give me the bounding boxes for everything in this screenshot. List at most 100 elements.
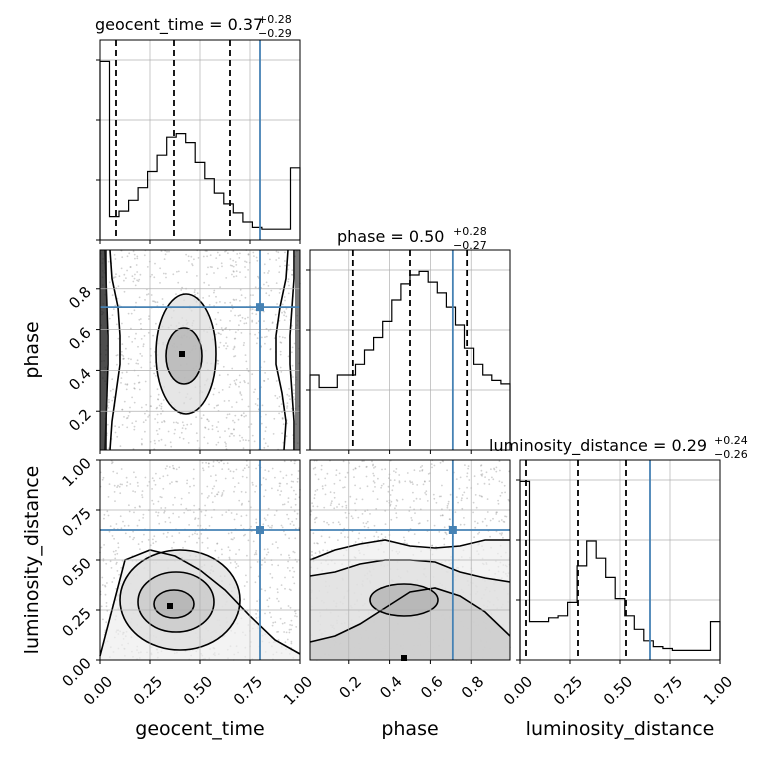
scatter-point [263, 320, 265, 322]
scatter-point [288, 395, 290, 397]
scatter-point [375, 531, 378, 533]
scatter-point [116, 435, 119, 438]
scatter-point [247, 500, 250, 503]
scatter-point [132, 280, 135, 283]
scatter-point [231, 538, 234, 541]
scatter-point [489, 519, 492, 522]
scatter-point [106, 510, 109, 513]
scatter-point [246, 581, 248, 583]
scatter-point [152, 300, 154, 303]
scatter-point [135, 332, 137, 335]
scatter-point [219, 341, 222, 344]
scatter-point [128, 411, 131, 414]
scatter-point [141, 540, 144, 543]
scatter-point [255, 518, 258, 521]
scatter-point [235, 468, 238, 471]
scatter-point [140, 442, 143, 445]
title-geocent-time-lower: −0.29 [258, 27, 292, 40]
scatter-point [204, 426, 207, 429]
scatter-point [268, 294, 271, 297]
scatter-point [290, 628, 292, 631]
scatter-point [226, 345, 229, 347]
scatter-point [409, 480, 411, 482]
scatter-point [373, 474, 375, 477]
scatter-point [225, 327, 228, 329]
scatter-point [136, 255, 139, 258]
scatter-point [153, 276, 156, 279]
scatter-point [447, 500, 450, 503]
scatter-point [151, 499, 154, 502]
scatter-point [288, 554, 290, 557]
scatter-point [361, 513, 364, 515]
scatter-point [500, 519, 503, 521]
scatter-point [108, 398, 110, 401]
scatter-point [131, 396, 134, 399]
scatter-point [136, 257, 139, 260]
scatter-point [267, 378, 269, 380]
scatter-point [312, 467, 315, 470]
scatter-point [194, 518, 196, 520]
scatter-point [345, 504, 348, 507]
scatter-point [350, 515, 353, 518]
scatter-point [223, 400, 226, 402]
scatter-point [250, 423, 253, 425]
scatter-point [125, 484, 128, 487]
scatter-point [172, 464, 174, 467]
scatter-point [244, 533, 247, 536]
scatter-point [108, 401, 110, 404]
scatter-point [223, 344, 225, 347]
scatter-point [122, 520, 124, 523]
scatter-point [338, 472, 341, 475]
scatter-point [233, 355, 235, 358]
scatter-point [373, 535, 376, 538]
scatter-point [247, 253, 250, 256]
scatter-point [222, 329, 224, 332]
scatter-point [217, 441, 220, 444]
scatter-point [171, 481, 173, 483]
scatter-point [146, 266, 149, 268]
scatter-point [141, 494, 143, 496]
ylabel-luminosity-distance: luminosity_distance [21, 466, 43, 655]
scatter-point [242, 344, 245, 347]
scatter-point [473, 536, 475, 539]
scatter-point [251, 319, 254, 322]
scatter-point [207, 420, 210, 423]
scatter-point [220, 333, 222, 336]
scatter-point [162, 487, 165, 490]
scatter-point [320, 464, 323, 467]
scatter-point [394, 507, 396, 510]
scatter-point [390, 518, 393, 521]
scatter-point [354, 502, 356, 505]
scatter-point [165, 276, 167, 279]
scatter-point [255, 553, 258, 556]
scatter-point [409, 506, 412, 509]
scatter-point [283, 503, 286, 506]
xtick-label-geocent_time: 0.75 [230, 673, 266, 709]
scatter-point [144, 299, 146, 301]
scatter-point [163, 511, 166, 514]
scatter-point [237, 314, 240, 317]
scatter-point [220, 495, 223, 497]
scatter-point [241, 398, 244, 401]
scatter-point [278, 292, 281, 294]
scatter-point [280, 553, 282, 556]
scatter-point [210, 492, 213, 494]
scatter-point [176, 480, 179, 483]
scatter-point [265, 478, 267, 481]
scatter-point [123, 273, 126, 276]
scatter-point [267, 507, 270, 510]
scatter-point [284, 299, 286, 302]
scatter-point [333, 491, 336, 494]
scatter-point [133, 277, 136, 280]
scatter-point [263, 360, 266, 363]
scatter-point [262, 477, 265, 479]
scatter-point [281, 418, 284, 420]
scatter-point [195, 416, 198, 418]
scatter-point [263, 495, 265, 498]
scatter-point [263, 379, 265, 382]
scatter-point [332, 521, 335, 524]
scatter-point [290, 640, 293, 643]
scatter-point [254, 403, 257, 405]
scatter-point [106, 423, 109, 426]
scatter-point [193, 258, 195, 261]
